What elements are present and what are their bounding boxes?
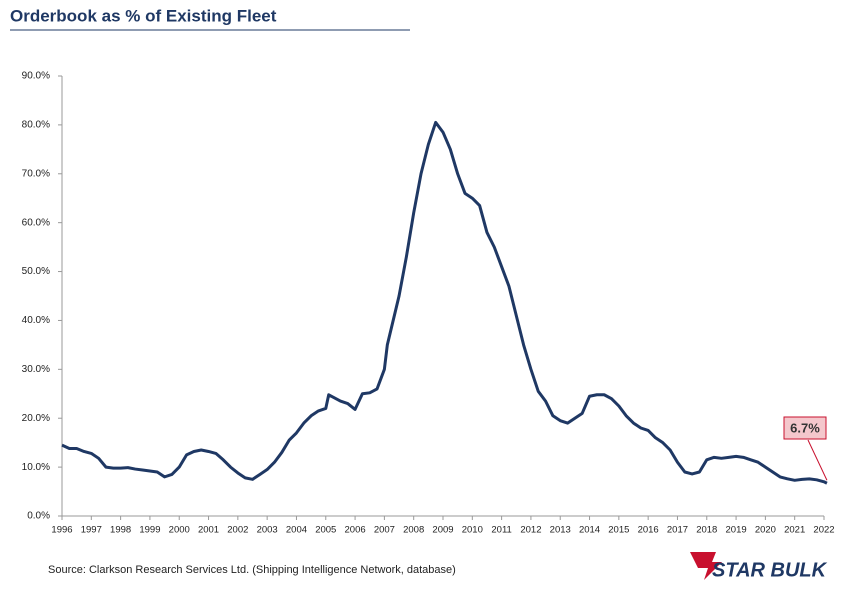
x-tick-label: 2004 (286, 525, 307, 536)
x-tick-label: 2022 (813, 525, 834, 536)
x-tick-label: 2005 (315, 525, 336, 536)
x-tick-label: 2008 (403, 525, 424, 536)
logo-icon (690, 552, 722, 580)
x-tick-label: 2009 (432, 525, 453, 536)
x-tick-label: 2020 (755, 525, 776, 536)
x-tick-label: 2018 (696, 525, 717, 536)
line-series (61, 120, 828, 485)
y-tick-label: 70.0% (22, 168, 50, 179)
x-tick-label: 2007 (374, 525, 395, 536)
x-tick-label: 2011 (491, 525, 511, 536)
y-tick-label: 10.0% (22, 462, 50, 473)
x-tick-label: 2006 (345, 525, 366, 536)
x-tick-label: 2016 (638, 525, 659, 536)
y-tick-label: 90.0% (22, 71, 50, 82)
annotation-arrow (807, 439, 828, 481)
y-tick-label: 50.0% (22, 266, 50, 277)
x-tick-label: 1997 (81, 525, 102, 536)
x-tick-label: 2000 (169, 525, 190, 536)
y-tick-label: 0.0% (27, 511, 50, 522)
source: Source: Clarkson Research Services Ltd. … (48, 564, 456, 576)
x-tick-label: 2001 (198, 525, 219, 536)
y-tick-label: 20.0% (22, 413, 50, 424)
y-tick-label: 60.0% (22, 217, 50, 228)
y-tick-label: 30.0% (22, 364, 50, 375)
chart-title: Orderbook as % of Existing Fleet (10, 6, 277, 25)
x-tick-label: 2013 (550, 525, 571, 536)
x-tick-label: 2003 (257, 525, 278, 536)
annotation: 6.7% (790, 420, 820, 435)
x-tick-label: 2002 (227, 525, 248, 536)
y-tick-label: 80.0% (22, 120, 50, 131)
x-tick-label: 2012 (520, 525, 541, 536)
x-tick-label: 2014 (579, 525, 600, 536)
x-tick-label: 1998 (110, 525, 131, 536)
logo: STAR BULK (712, 559, 828, 581)
x-tick-label: 2017 (667, 525, 688, 536)
x-tick-label: 2015 (608, 525, 629, 536)
y-tick-label: 40.0% (22, 315, 50, 326)
x-tick-label: 1996 (51, 525, 72, 536)
x-tick-label: 1999 (139, 525, 160, 536)
x-tick-label: 2019 (726, 525, 747, 536)
x-tick-label: 2010 (462, 525, 483, 536)
x-tick-label: 2021 (784, 525, 805, 536)
annotation-box (783, 416, 827, 440)
